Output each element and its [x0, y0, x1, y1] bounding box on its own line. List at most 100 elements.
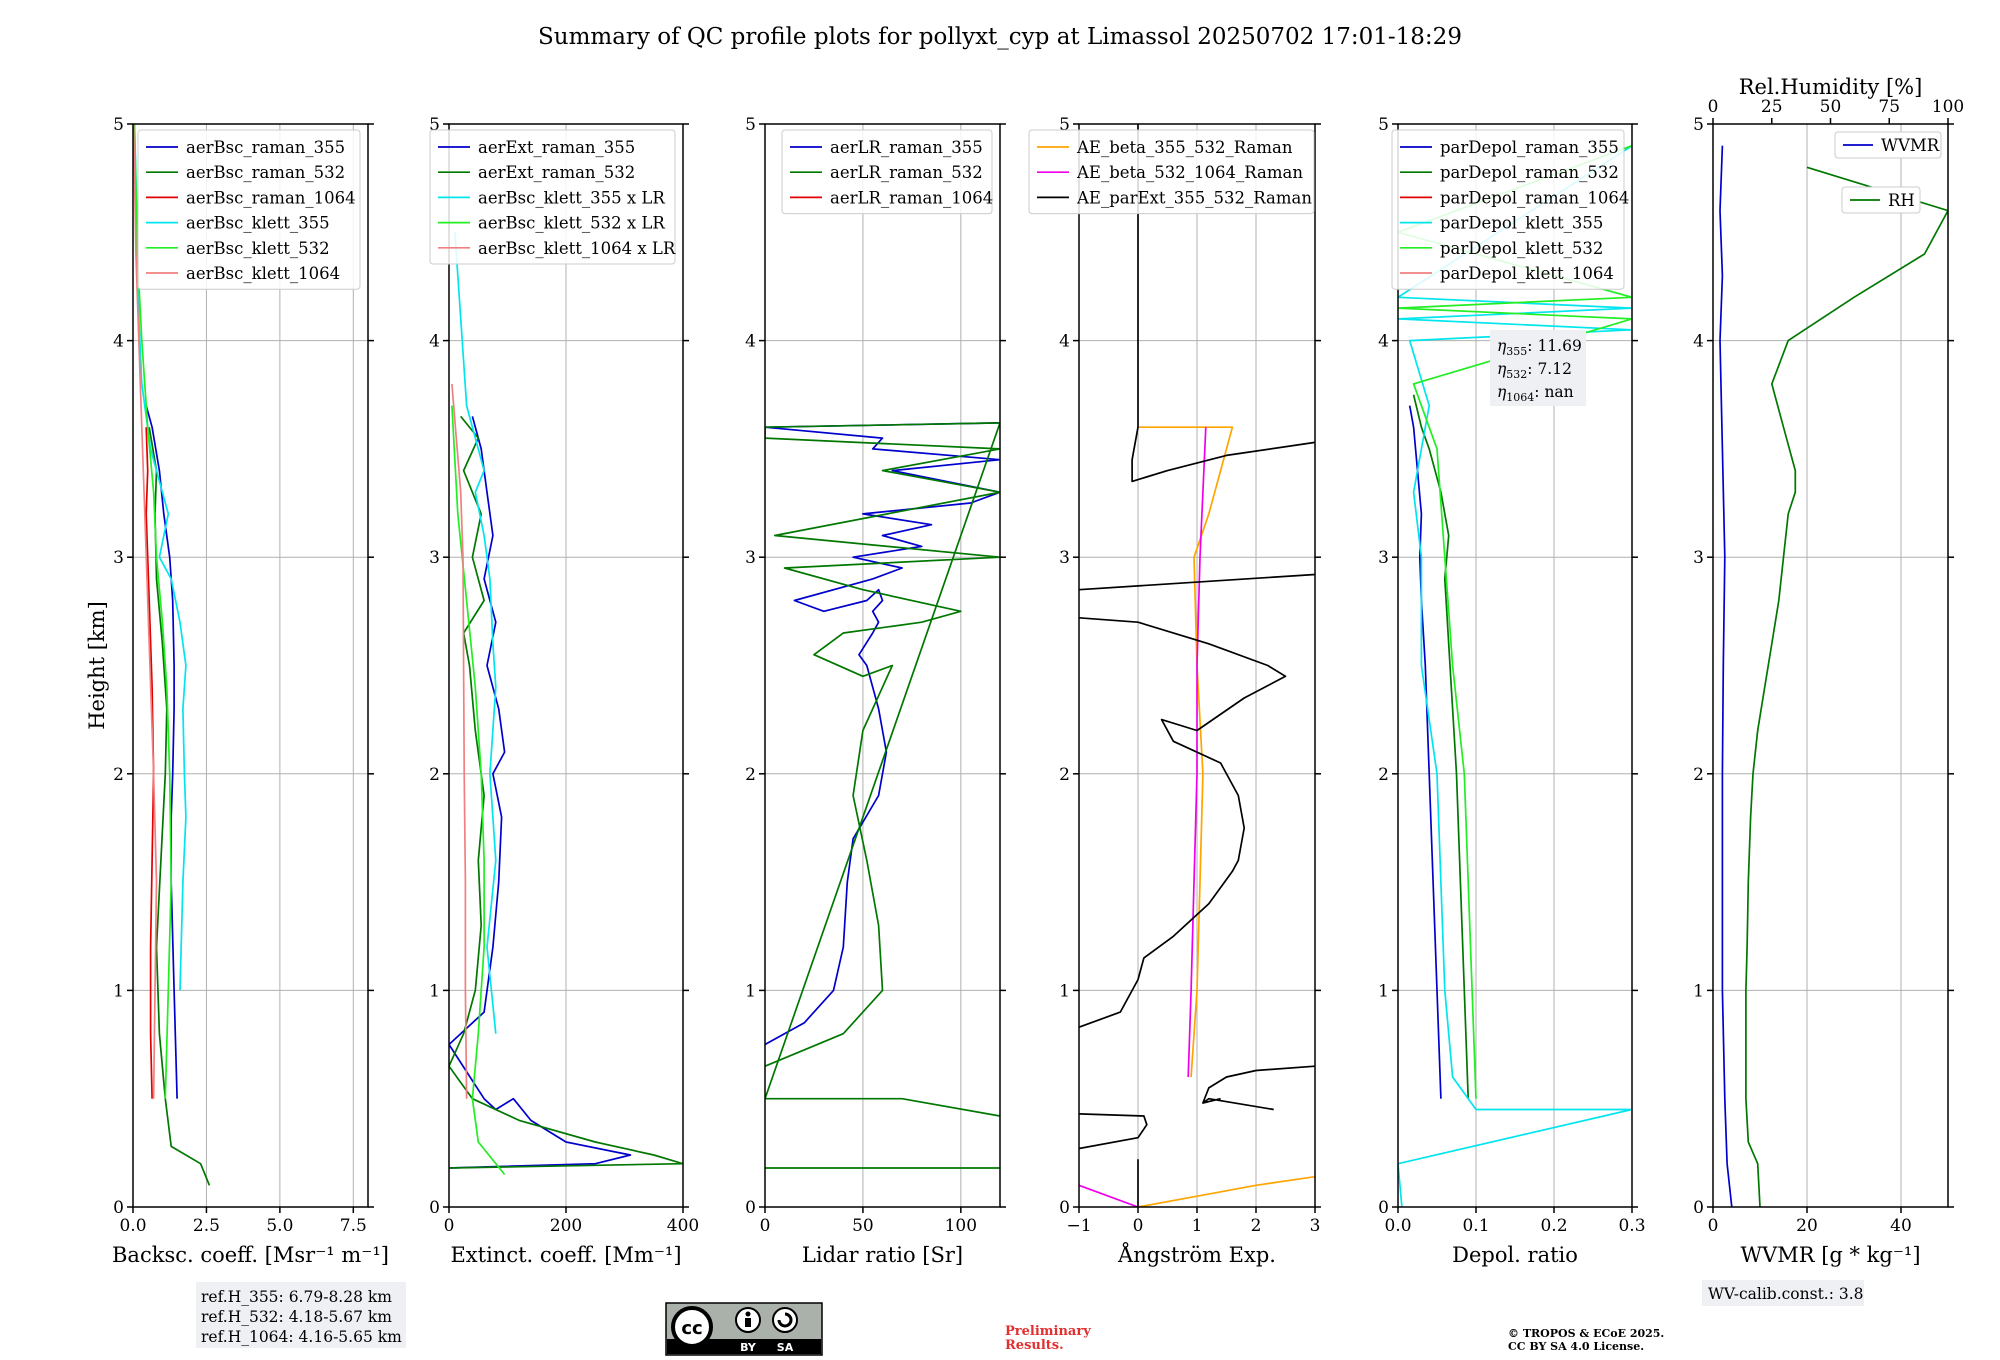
eta-355: η355: 11.69: [1497, 337, 1582, 358]
series-line-aerBsc_klett_355: [133, 124, 187, 991]
y-tick-label: 1: [1059, 981, 1070, 1001]
legend-box: [781, 129, 993, 215]
x-axis-label: Backsc. coeff. [Msr⁻¹ m⁻¹]: [112, 1243, 389, 1267]
refh-355: ref.H_355: 6.79-8.28 km: [201, 1288, 392, 1306]
y-tick-label: 5: [1378, 115, 1389, 135]
y-tick-label: 2: [745, 765, 756, 785]
grid: [448, 123, 684, 1208]
legend-label: parDepol_raman_532: [1440, 163, 1619, 182]
refh-note: ref.H_355: 6.79-8.28 km ref.H_532: 4.18-…: [196, 1282, 406, 1348]
cc-license-badge: cc BY SA: [665, 1302, 823, 1356]
y-tick-label: 3: [745, 548, 756, 568]
legend-label: AE_beta_532_1064_Raman: [1076, 163, 1303, 182]
legend-label: aerBsc_klett_1064: [186, 264, 340, 283]
x-tick-label: 0.1: [1462, 1216, 1489, 1236]
x-axis-label: Extinct. coeff. [Mm⁻¹]: [450, 1243, 681, 1267]
series-line-parDepol_klett_532: [1398, 144, 1632, 1099]
panel-5: 0 1 2 3 4 5 0.0 0.1 0.2 0.3 Depol. ratio parDepol_r…: [1378, 115, 1645, 1267]
refh-532: ref.H_532: 4.18-5.67 km: [201, 1308, 392, 1326]
x-tick-label: 1: [1192, 1216, 1203, 1236]
x-axis-label: Lidar ratio [Sr]: [802, 1243, 963, 1267]
legend-label: aerLR_raman_532: [830, 163, 983, 182]
x-axis-label: WVMR [g * kg⁻¹]: [1740, 1243, 1920, 1267]
legend-label: aerBsc_klett_532: [186, 239, 330, 258]
axes-frame: [1397, 123, 1633, 1208]
x-tick-label: 3: [1310, 1216, 1321, 1236]
y-tick-label: 3: [1059, 548, 1070, 568]
legend-label: aerBsc_klett_532 x LR: [478, 214, 665, 233]
svg-text:BY: BY: [740, 1341, 757, 1354]
series-line-parDepol_raman_355: [1408, 405, 1442, 1099]
series-line-aerBsc_klett_355 x LR: [454, 232, 497, 1034]
x-axis-label: Ångström Exp.: [1117, 1242, 1276, 1267]
series-line-parDepol_raman_532: [1412, 394, 1470, 1099]
legend-label: parDepol_raman_355: [1440, 138, 1619, 157]
series-line-parDepol_klett_355: [1398, 144, 1632, 1207]
legend-box: [1391, 129, 1625, 290]
legend-label: aerExt_raman_532: [478, 163, 635, 182]
wv-calib-note: WV-calib.const.: 3.8: [1702, 1280, 1864, 1306]
y-tick-label: 2: [1693, 765, 1704, 785]
x-tick-label: −1: [1066, 1216, 1091, 1236]
svg-text:CC BY SA 4.0 License.: CC BY SA 4.0 License.: [1508, 1340, 1644, 1353]
x-tick-label: 0: [444, 1216, 455, 1236]
x-tick-label: 100: [945, 1216, 977, 1236]
legend-rh: RH: [1841, 186, 1921, 214]
y-tick-label: 3: [1693, 548, 1704, 568]
legend: aerExt_raman_355 aerExt_raman_532 aerBsc_k…: [429, 129, 676, 265]
eta-note: η355: 11.69 η532: 7.12 η1064: nan: [1490, 330, 1586, 406]
legend: AE_beta_355_532_Raman AE_beta_532_1064_Ra…: [1028, 129, 1315, 215]
y-tick-label: 5: [745, 115, 756, 135]
grid: [1712, 123, 1948, 1208]
series-line-AE_parExt_355_532_Raman: [1079, 124, 1315, 1207]
x-tick-label: 0.0: [119, 1216, 146, 1236]
x2-tick-label: 100: [1932, 97, 1964, 117]
x2-tick-label: 50: [1820, 97, 1842, 117]
series-line-aerBsc_raman_1064: [145, 427, 155, 1099]
legend-label: RH: [1888, 191, 1915, 210]
x-tick-label: 0.3: [1618, 1216, 1645, 1236]
x-tick-label: 0: [760, 1216, 771, 1236]
y-tick-label: 4: [113, 332, 124, 352]
legend-label: aerBsc_klett_355 x LR: [478, 188, 665, 207]
x-tick-label: 0.2: [1540, 1216, 1567, 1236]
series-lines: [1079, 124, 1315, 1207]
y-tick-label: 4: [1378, 332, 1389, 352]
series-lines: [449, 232, 683, 1176]
series-line-AE_beta_355_532_Raman: [1137, 426, 1315, 1207]
legend-box: [1028, 129, 1315, 215]
legend-label: aerLR_raman_1064: [830, 188, 993, 207]
panels-group: 0 1 2 3 4 5 0.0 2.5 5.0 7.5 Backsc. coeff. [Msr⁻¹ …: [85, 75, 1964, 1267]
x-tick-label: 20: [1796, 1216, 1818, 1236]
series-line-WVMR: [1719, 145, 1733, 1207]
legend-label: aerBsc_raman_1064: [186, 188, 356, 207]
series-line-aerBsc_raman_532: [148, 427, 211, 1186]
svg-text:SA: SA: [777, 1341, 794, 1354]
x-tick-label: 40: [1890, 1216, 1912, 1236]
y-tick-label: 5: [113, 115, 124, 135]
sa-icon: [772, 1307, 798, 1333]
x-axis-label: Depol. ratio: [1452, 1243, 1578, 1267]
x-tick-label: 5.0: [266, 1216, 293, 1236]
y-tick-label: 0: [113, 1198, 124, 1218]
legend: aerLR_raman_355 aerLR_raman_532 aerLR_rama…: [781, 129, 993, 215]
x2-tick-label: 25: [1761, 97, 1783, 117]
legend-label: parDepol_raman_1064: [1440, 188, 1629, 207]
y-tick-label: 5: [429, 115, 440, 135]
legend: aerBsc_raman_355 aerBsc_raman_532 aerBsc_r…: [137, 129, 361, 290]
y-tick-label: 1: [1378, 981, 1389, 1001]
y-tick-label: 3: [1378, 548, 1389, 568]
series-line-AE_beta_532_1064_Raman: [1079, 427, 1207, 1207]
series-lines: [765, 422, 1000, 1169]
y-tick-label: 4: [1693, 332, 1704, 352]
legend-label: AE_parExt_355_532_Raman: [1076, 188, 1312, 207]
panel-1: 0 1 2 3 4 5 0.0 2.5 5.0 7.5 Backsc. coeff. [Msr⁻¹ …: [85, 115, 389, 1267]
cc-icon: [671, 1306, 713, 1348]
x-tick-label: 7.5: [340, 1216, 367, 1236]
series-line-aerExt_raman_532: [449, 415, 683, 1169]
y-tick-label: 5: [1059, 115, 1070, 135]
axes-frame: [132, 123, 369, 1208]
legend-label: aerBsc_raman_355: [186, 138, 345, 157]
